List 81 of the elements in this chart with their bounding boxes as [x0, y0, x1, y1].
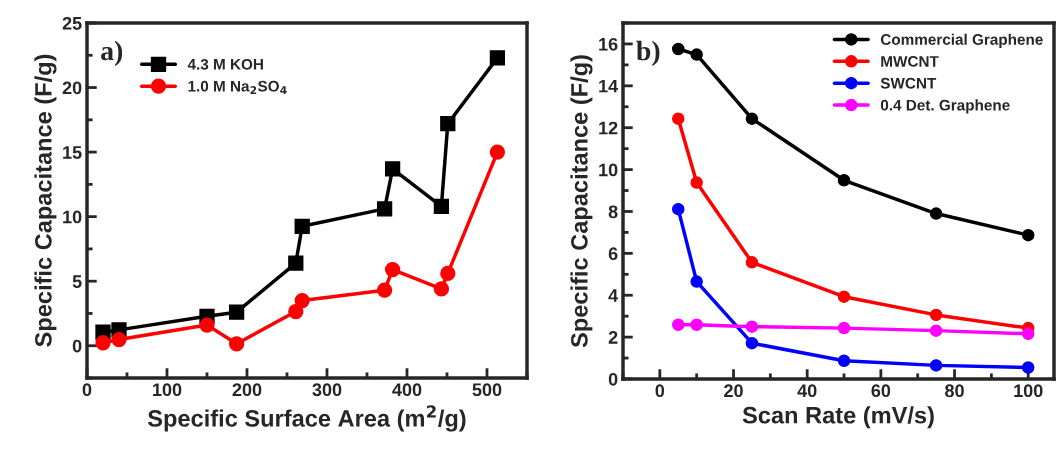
x-axis-title: Scan Rate (mV/s): [742, 406, 934, 429]
y-tick-label: 4: [608, 289, 619, 302]
point: [294, 292, 310, 309]
y-tick-label: 12: [599, 121, 618, 135]
x-tick-label: 0: [82, 383, 92, 397]
annotation: a): [101, 40, 123, 66]
y-tick-label: 10: [599, 163, 618, 177]
point: [111, 331, 127, 348]
y-axis-title: Specific Capacitance (F/g): [570, 55, 593, 348]
point: [440, 116, 456, 132]
point: [837, 321, 851, 335]
point: [745, 336, 759, 350]
point: [294, 218, 310, 234]
point: [672, 202, 685, 216]
y-tick-label: 20: [62, 81, 82, 95]
x-tick-label: 40: [797, 384, 817, 398]
y-tick-label: 14: [599, 79, 619, 93]
legend-label: 0.4 Det. Graphene: [880, 99, 1010, 114]
point: [433, 281, 450, 297]
x-tick-label: 100: [153, 383, 182, 397]
point: [690, 176, 703, 189]
y-tick-label: 2: [608, 331, 618, 344]
y-tick-label: 0: [72, 339, 82, 353]
point: [837, 354, 851, 368]
point: [672, 42, 685, 56]
y-tick-label: 10: [63, 210, 82, 224]
point: [376, 282, 393, 298]
point: [489, 144, 506, 160]
point: [745, 112, 759, 125]
legend-label: SWCNT: [880, 77, 937, 89]
point: [1021, 327, 1035, 341]
point: [745, 320, 759, 333]
point: [929, 359, 943, 372]
legend-label: 4.3 M KOH: [187, 58, 263, 70]
y-tick-label: 0: [608, 372, 618, 386]
point: [690, 48, 703, 61]
point: [440, 265, 456, 282]
point: [384, 161, 401, 177]
point: [1021, 361, 1035, 374]
point: [690, 318, 703, 332]
x-tick-label: 80: [945, 384, 964, 398]
point: [1021, 228, 1035, 242]
legend-label: 1.0 M Na$_{2}$SO$_{4}$: [188, 80, 287, 94]
x-axis-title: Specific Surface Area (m$^{2}$/g): [147, 405, 466, 432]
x-tick-label: 500: [472, 383, 502, 397]
point: [929, 324, 943, 337]
y-tick-label: 5: [72, 275, 82, 288]
y-tick-label: 25: [62, 16, 82, 30]
legend-label: MWCNT: [881, 55, 939, 67]
point: [433, 198, 450, 214]
point: [228, 304, 245, 320]
point: [228, 336, 245, 352]
point: [672, 112, 685, 125]
annotation: b): [636, 40, 660, 66]
point: [837, 174, 851, 187]
x-tick-label: 400: [392, 383, 422, 397]
point: [376, 201, 393, 217]
x-tick-label: 300: [312, 383, 342, 397]
point: [672, 318, 685, 332]
point: [288, 255, 304, 271]
x-tick-label: 100: [1014, 384, 1043, 398]
x-tick-label: 20: [724, 384, 743, 398]
y-tick-label: 8: [608, 205, 618, 219]
legend-label: Commercial Graphene: [880, 33, 1043, 48]
point: [929, 207, 943, 220]
point: [384, 261, 401, 278]
x-tick-label: 200: [232, 383, 262, 397]
x-tick-label: 0: [655, 384, 665, 398]
point: [199, 317, 215, 333]
point: [929, 308, 943, 322]
y-tick-label: 16: [599, 37, 618, 51]
point: [489, 50, 506, 66]
point: [690, 275, 703, 288]
point: [745, 256, 759, 269]
x-tick-label: 60: [871, 384, 891, 398]
y-axis-title: Specific Capacitance (F/g): [34, 54, 57, 347]
y-tick-label: 15: [63, 146, 82, 159]
point: [95, 335, 111, 351]
y-tick-label: 6: [608, 247, 618, 261]
point: [288, 303, 304, 320]
point: [837, 290, 851, 303]
